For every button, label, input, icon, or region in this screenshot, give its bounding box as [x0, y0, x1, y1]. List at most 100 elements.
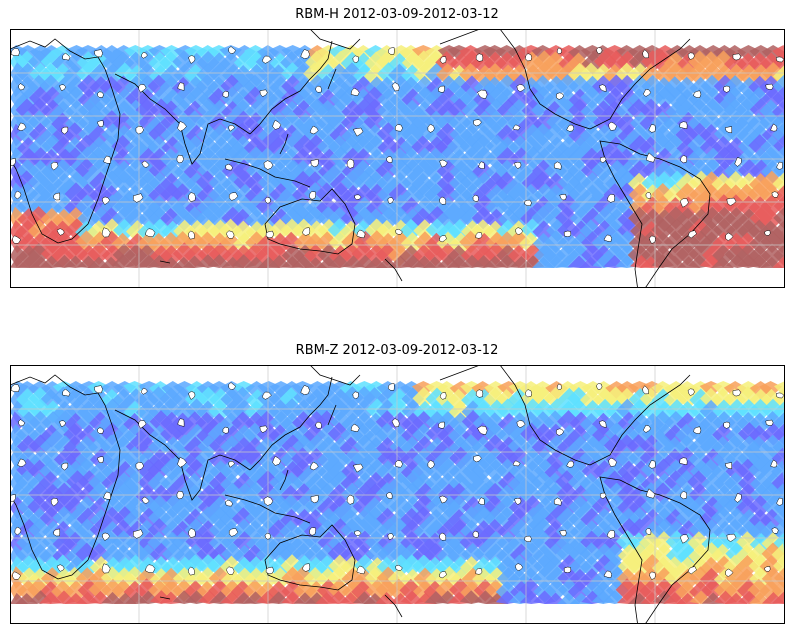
data-cell — [161, 88, 185, 112]
data-cell — [665, 494, 689, 518]
station-marker — [228, 125, 236, 132]
data-cell — [412, 554, 436, 578]
station-marker — [59, 84, 67, 92]
data-cell — [41, 242, 64, 266]
data-cell — [522, 146, 545, 170]
data-cell — [54, 410, 77, 434]
station-marker — [145, 564, 156, 573]
data-cell — [137, 413, 161, 436]
data-cell — [450, 52, 473, 76]
data-cell — [173, 134, 196, 158]
data-cell — [449, 123, 473, 146]
station-marker — [387, 197, 394, 205]
data-cell — [363, 447, 387, 471]
data-cell — [449, 160, 473, 184]
data-cell — [245, 171, 268, 195]
data-cell — [161, 136, 185, 160]
data-cell — [100, 194, 124, 218]
data-cell — [291, 566, 315, 589]
data-cell — [605, 159, 629, 183]
data-cell — [725, 398, 749, 422]
station-marker — [350, 87, 360, 96]
data-cell — [207, 183, 231, 207]
data-cell — [483, 422, 507, 446]
data-cell — [735, 554, 759, 578]
map-panel-rbm-h — [10, 29, 785, 288]
data-cell — [196, 147, 220, 170]
station-marker — [226, 566, 235, 575]
station-marker — [56, 228, 65, 236]
data-cell — [628, 183, 652, 207]
data-cell — [676, 242, 699, 266]
data-cell — [352, 399, 376, 423]
station-marker — [680, 198, 689, 208]
station-marker — [646, 488, 656, 499]
data-cell — [521, 243, 545, 267]
station-marker — [693, 426, 702, 434]
data-cell — [183, 160, 207, 184]
station-marker — [556, 47, 563, 55]
data-cell — [483, 63, 507, 86]
data-cell — [675, 470, 699, 493]
station-marker — [515, 227, 524, 236]
data-cell — [268, 52, 292, 76]
data-cell — [281, 460, 305, 484]
data-cell — [423, 159, 447, 183]
data-cell — [27, 578, 50, 602]
data-cell — [701, 578, 725, 602]
station-marker — [17, 458, 27, 467]
data-cell — [496, 398, 520, 422]
station-marker — [354, 194, 362, 200]
data-cell — [39, 171, 63, 194]
data-cell — [412, 244, 436, 268]
data-cell — [256, 567, 279, 590]
station-marker — [764, 566, 771, 572]
data-cell — [52, 506, 76, 530]
station-marker — [764, 230, 771, 236]
station-marker — [352, 463, 364, 473]
coastline — [224, 494, 311, 524]
station-marker — [776, 497, 783, 506]
data-cell — [531, 206, 555, 229]
data-cell — [531, 386, 555, 409]
station-marker — [649, 235, 656, 244]
station-marker — [10, 48, 20, 56]
data-cell — [327, 460, 351, 484]
station-marker — [439, 392, 447, 400]
station-marker — [438, 235, 447, 243]
station-marker — [427, 459, 435, 469]
data-cell — [352, 135, 375, 159]
data-cell — [77, 206, 101, 230]
data-cell — [75, 158, 98, 181]
data-cell — [160, 422, 183, 446]
data-cell — [328, 231, 352, 254]
station-marker — [12, 235, 22, 244]
data-cell — [280, 554, 304, 578]
station-marker — [645, 192, 652, 199]
data-cell — [413, 567, 437, 591]
data-cell — [75, 435, 99, 459]
data-cell — [413, 62, 437, 86]
data-cell — [291, 459, 314, 483]
data-cell — [291, 206, 315, 230]
data-cell — [197, 219, 221, 243]
data-cell — [663, 112, 687, 136]
station-marker — [776, 161, 783, 170]
data-cell — [461, 99, 485, 123]
data-cell — [111, 411, 134, 435]
data-cell — [567, 146, 591, 170]
data-cell — [339, 495, 363, 519]
data-cell — [567, 387, 591, 410]
station-marker — [687, 566, 697, 575]
station-marker — [177, 120, 187, 132]
station-marker — [524, 199, 532, 207]
station-marker — [356, 229, 366, 239]
data-cell — [267, 519, 291, 543]
data-cell — [615, 398, 639, 422]
data-cell — [173, 219, 197, 243]
data-cell — [246, 99, 269, 123]
data-cell — [401, 482, 424, 505]
station-marker — [62, 388, 71, 397]
data-cell — [352, 52, 376, 76]
data-cell — [135, 244, 159, 267]
